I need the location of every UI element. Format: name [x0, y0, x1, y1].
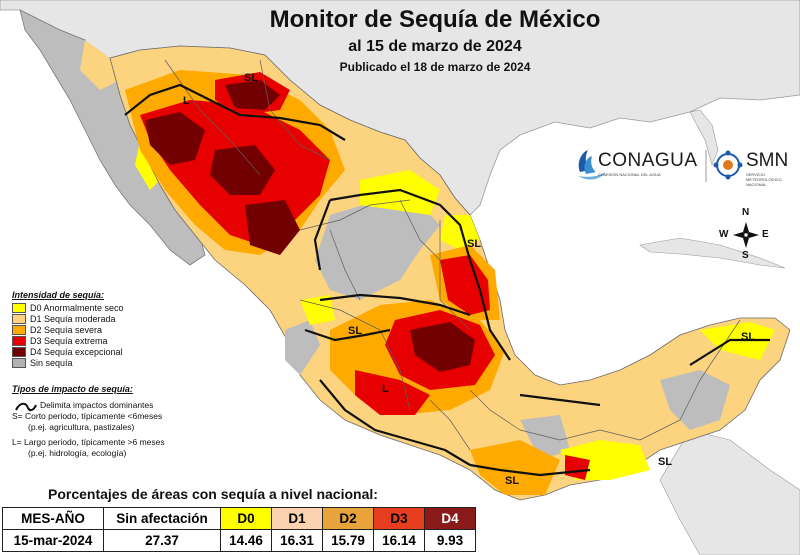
legend-item-d0: D0 Anormalmente seco — [12, 302, 212, 313]
intensity-legend: Intensidad de sequía: D0 Anormalmente se… — [12, 290, 212, 368]
legend-label-d1: D1 Sequía moderada — [30, 313, 116, 324]
conagua-logo-text: CONAGUA — [598, 150, 698, 171]
legend-item-no-drought: Sin sequía — [12, 357, 212, 368]
no-drought-yucatan — [660, 370, 730, 430]
d3-west — [355, 370, 430, 415]
legend-item-d4: D4 Sequía excepcional — [12, 346, 212, 357]
header-mes-ano: MES-AÑO — [2, 507, 104, 530]
page-subtitle: al 15 de marzo de 2024 — [348, 38, 522, 55]
cell-d2: 15.79 — [322, 529, 374, 552]
legend-item-d2: D2 Sequía severa — [12, 324, 212, 335]
d4-center — [410, 322, 475, 372]
legend-item-d1: D1 Sequía moderada — [12, 313, 212, 324]
label-sl-northeast: SL — [467, 238, 482, 250]
swatch-d3 — [12, 335, 26, 346]
florida-landmass — [689, 109, 719, 166]
cell-sin-afectacion: 27.37 — [103, 529, 221, 552]
percentages-title: Porcentajes de áreas con sequía a nivel … — [48, 486, 378, 502]
header-sin-afectacion: Sin afectación — [103, 507, 221, 530]
legend-label-d3: D3 Sequía extrema — [30, 335, 108, 346]
impact-line-label: Delimita impactos dominantes — [40, 400, 154, 410]
d3-south — [565, 455, 590, 480]
d2-south — [470, 440, 560, 495]
label-sl-south: SL — [505, 475, 520, 487]
swatch-d2 — [12, 324, 26, 335]
no-drought-south — [520, 415, 570, 460]
page-title: Monitor de Sequía de México — [269, 6, 601, 33]
conagua-logo-subtext: COMISIÓN NACIONAL DEL AGUA — [598, 172, 661, 177]
published-date: Publicado el 18 de marzo de 2024 — [339, 60, 531, 74]
d4-north-top — [225, 80, 280, 110]
swatch-no-drought — [12, 357, 26, 368]
cell-d1: 16.31 — [271, 529, 323, 552]
no-drought-west — [285, 320, 320, 375]
baja-d1 — [80, 40, 120, 90]
compass-s: S — [742, 250, 749, 261]
swatch-d4 — [12, 346, 26, 357]
compass-rose — [733, 222, 759, 248]
impact-legend: Tipos de impacto de sequía: Delimita imp… — [12, 384, 212, 459]
header-d0: D0 — [220, 507, 272, 530]
no-drought-center — [315, 200, 440, 300]
compass-w: W — [719, 229, 729, 240]
label-l-northwest: L — [183, 95, 190, 107]
cell-d4: 9.93 — [424, 529, 476, 552]
smn-logo-subtext: SERVICIO METEOROLÓGICO NACIONAL — [746, 172, 782, 187]
cuba-landmass — [639, 237, 786, 269]
cell-date: 15-mar-2024 — [2, 529, 104, 552]
logos-bar: CONAGUA COMISIÓN NACIONAL DEL AGUA SMN S… — [568, 148, 798, 188]
smn-logo-text: SMN — [746, 150, 789, 171]
d4-northwest-a — [145, 112, 205, 165]
smn-logo-mark — [713, 150, 743, 180]
swatch-d1 — [12, 313, 26, 324]
short-term-definition: S= Corto periodo, típicamente <6meses — [12, 411, 163, 421]
impact-boundaries — [124, 83, 770, 477]
legend-label-no-drought: Sin sequía — [30, 357, 73, 368]
cell-d0: 14.46 — [220, 529, 272, 552]
legend-label-d4: D4 Sequía excepcional — [30, 346, 123, 357]
table-header-row: MES-AÑO Sin afectación D0 D1 D2 D3 D4 — [2, 507, 476, 530]
legend-label-d2: D2 Sequía severa — [30, 324, 103, 335]
compass-e: E — [762, 229, 769, 240]
long-term-example: (p.ej. hidrología, ecología) — [28, 448, 127, 458]
header-d2: D2 — [322, 507, 374, 530]
label-sl-southeast: SL — [658, 456, 673, 468]
compass-n: N — [742, 207, 750, 218]
header-d3: D3 — [373, 507, 425, 530]
conagua-logo-mark — [578, 150, 606, 180]
table-row: 15-mar-2024 27.37 14.46 16.31 15.79 16.1… — [2, 529, 476, 552]
swatch-d0 — [12, 302, 26, 313]
d4-northwest-c — [245, 200, 300, 255]
header-d4: D4 — [424, 507, 476, 530]
intensity-legend-title: Intensidad de sequía: — [12, 290, 105, 300]
d3-northeast — [440, 255, 490, 315]
legend-label-d0: D0 Anormalmente seco — [30, 302, 124, 313]
cell-d3: 16.14 — [373, 529, 425, 552]
central-america-landmass — [659, 429, 800, 555]
d0-east — [440, 215, 480, 250]
impact-line-sample — [15, 402, 37, 412]
long-term-definition: L= Largo periodo, típicamente >6 meses — [12, 437, 165, 447]
short-term-example: (p.ej. agricultura, pastizales) — [28, 422, 135, 432]
label-sl-yucatan: SL — [741, 331, 756, 343]
label-sl-north: SL — [244, 72, 259, 84]
header-d1: D1 — [271, 507, 323, 530]
label-l-center: L — [382, 383, 389, 395]
d4-northwest-b — [210, 145, 275, 195]
percentages-table: MES-AÑO Sin afectación D0 D1 D2 D3 D4 15… — [2, 507, 476, 552]
legend-item-d3: D3 Sequía extrema — [12, 335, 212, 346]
label-sl-center-small: SL — [348, 325, 363, 337]
impact-legend-title: Tipos de impacto de sequía: — [12, 384, 133, 394]
